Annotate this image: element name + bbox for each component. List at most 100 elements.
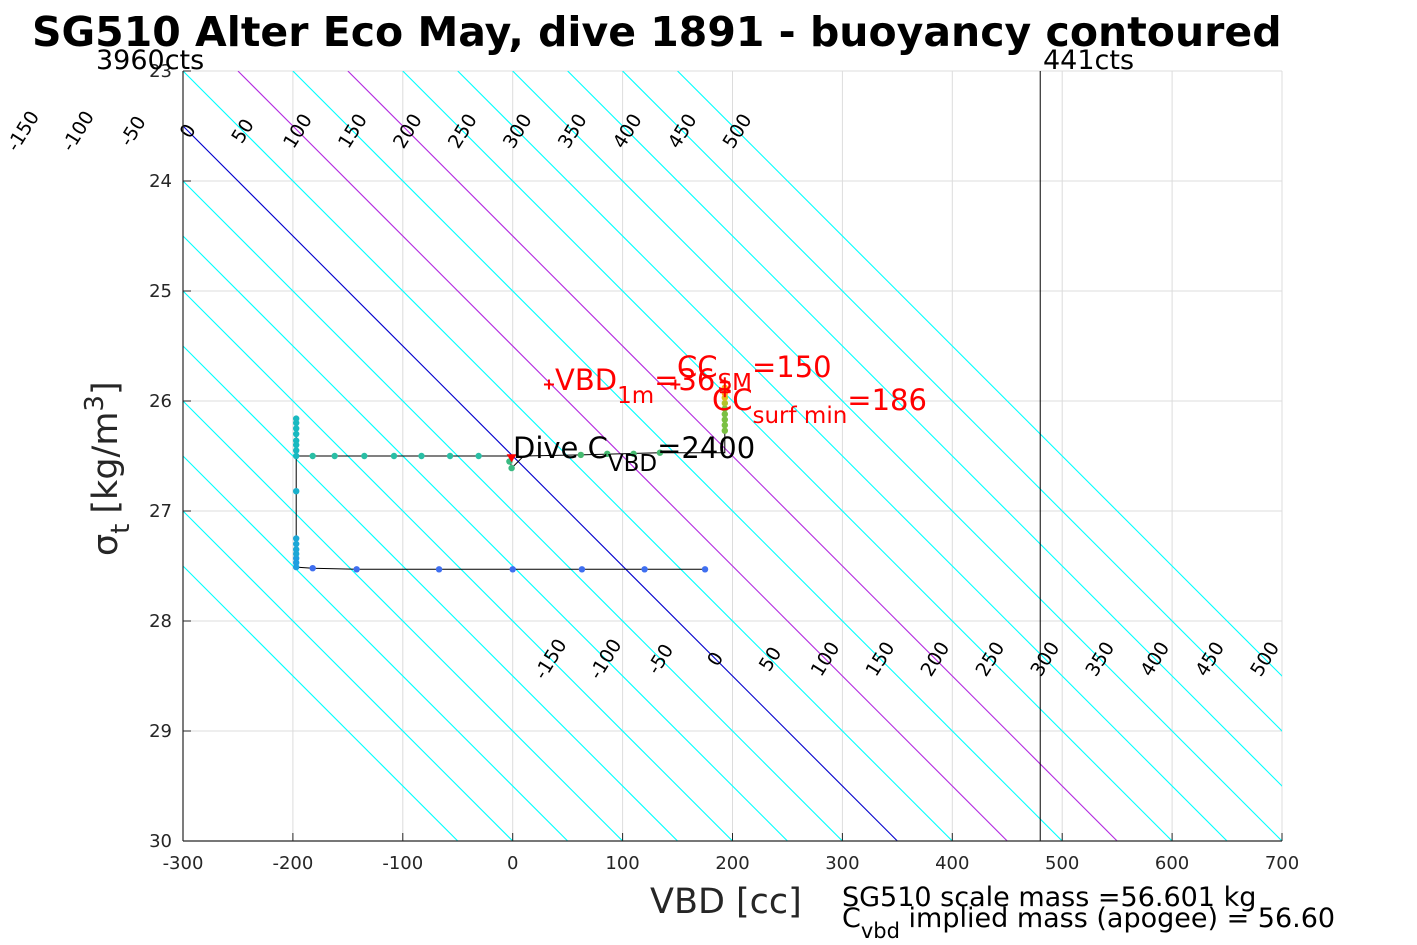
annotation-cc-sm: CCSM=150: [677, 350, 832, 396]
contour-label: -50: [116, 112, 151, 150]
annotation-vbd1m-value: =36: [654, 363, 715, 397]
data-point: [292, 452, 300, 460]
contour-label: 300: [1026, 638, 1064, 680]
contour-label: 200: [916, 638, 954, 680]
data-point: [292, 488, 300, 495]
y-tick-label: 29: [149, 721, 172, 742]
data-point: [721, 394, 729, 401]
data-point: [721, 400, 729, 407]
data-point: [721, 405, 729, 412]
dive-profile: [295, 387, 726, 570]
data-point: [721, 411, 729, 418]
contour-label: -100: [585, 635, 627, 683]
contour-label: 500: [1246, 638, 1284, 680]
data-point: [509, 566, 516, 573]
data-point: [331, 452, 338, 460]
plus-marker: [719, 387, 730, 398]
data-point: [292, 415, 300, 422]
contour-label: 0: [703, 648, 728, 670]
x-tick-label: 700: [1265, 853, 1299, 874]
contour-label: -100: [57, 107, 99, 155]
chart-title: SG510 Alter Eco May, dive 1891 - buoyanc…: [32, 8, 1282, 56]
footer-implied-text: implied mass (apogee) = 56.60: [900, 903, 1335, 934]
data-point: [475, 452, 482, 460]
footer-implied-sub: vbd: [861, 919, 900, 943]
annotation-cc-sm-value: =150: [752, 350, 832, 384]
contour-label: 0: [176, 120, 201, 142]
contour-line: [183, 510, 514, 841]
annotation-dive-cvbd-value: =2400: [657, 431, 755, 465]
contour-line: [457, 71, 1228, 841]
annotation-vbd1m-base: VBD: [555, 363, 617, 397]
contour-label: 350: [1081, 638, 1119, 680]
contour-label: 100: [807, 638, 845, 680]
y-tick-label: 30: [149, 831, 172, 852]
y-axis-label-sub: t: [106, 524, 136, 534]
data-point: [701, 566, 709, 573]
y-tick-label: 28: [149, 611, 172, 632]
contour-line: [567, 71, 1282, 787]
data-point: [418, 452, 425, 460]
data-point: [292, 540, 300, 548]
footer-scale-mass: SG510 scale mass =56.601 kg: [842, 882, 1256, 913]
contour-line: [292, 71, 1063, 841]
contour-label: 500: [719, 110, 757, 152]
x-tick-label: 400: [935, 853, 969, 874]
data-point: [721, 427, 729, 434]
contour-line: [183, 71, 953, 841]
data-point: [292, 419, 300, 427]
data-point: [292, 546, 300, 553]
data-point: [309, 565, 316, 572]
y-axis-label-units: [kg/m: [86, 412, 126, 514]
data-point: [641, 566, 648, 573]
data-point: [721, 422, 729, 429]
data-point: [604, 450, 611, 457]
contour-label: -50: [643, 640, 678, 678]
data-point: [292, 430, 300, 438]
contour-label: 150: [334, 110, 372, 152]
profile-line: [295, 387, 726, 570]
annotation-cc-surf-min: CCsurf min=186: [712, 383, 927, 429]
contour-label: 100: [279, 110, 317, 152]
plus-marker: [543, 379, 554, 390]
annotation-cc-surf-sub: surf min: [753, 403, 848, 429]
data-point: [630, 450, 637, 457]
data-point: [656, 449, 664, 456]
y-axis-label: σt [kg/m3]: [80, 381, 136, 556]
y-tick-label: 24: [149, 171, 172, 192]
plus-marker: [670, 379, 681, 390]
data-point: [292, 437, 300, 444]
contour-line: [237, 71, 1008, 841]
annotation-cc-surf-base: CC: [712, 383, 753, 417]
y-axis-label-sup: 3: [80, 395, 110, 412]
annotation-dive-cvbd-sub: VBD: [608, 451, 657, 477]
x-tick-label: 500: [1045, 853, 1079, 874]
triangle-marker: [506, 454, 517, 463]
contour-label: 300: [499, 110, 537, 152]
data-point: [292, 550, 300, 558]
x-ticks: -300 -200 -100 0 100 200 300 400 500 600 700: [163, 833, 1299, 874]
x-tick-label: -200: [272, 853, 313, 874]
contour-line: [622, 71, 1282, 732]
y-tick-label: 27: [149, 501, 172, 522]
contour-label: 150: [862, 638, 900, 680]
x-tick-label: 0: [507, 853, 518, 874]
x-tick-label: 100: [605, 853, 639, 874]
data-point: [390, 452, 398, 460]
data-point: [353, 566, 360, 573]
data-point: [446, 452, 454, 460]
y-tick-label: 23: [149, 61, 172, 82]
data-point: [435, 566, 443, 573]
contour-label: 450: [1191, 638, 1229, 680]
y-tick-label: 26: [149, 391, 172, 412]
data-point: [292, 563, 300, 571]
annotation-cc-sm-base: CC: [677, 350, 718, 384]
contour-label: -150: [530, 635, 572, 683]
data-point: [292, 441, 300, 449]
contour-line: [402, 71, 1173, 841]
reference-markers: [506, 377, 730, 463]
x-tick-label: -300: [163, 853, 204, 874]
x-tick-label: 600: [1155, 853, 1189, 874]
contour-label: 250: [971, 638, 1009, 680]
data-point: [309, 452, 316, 460]
